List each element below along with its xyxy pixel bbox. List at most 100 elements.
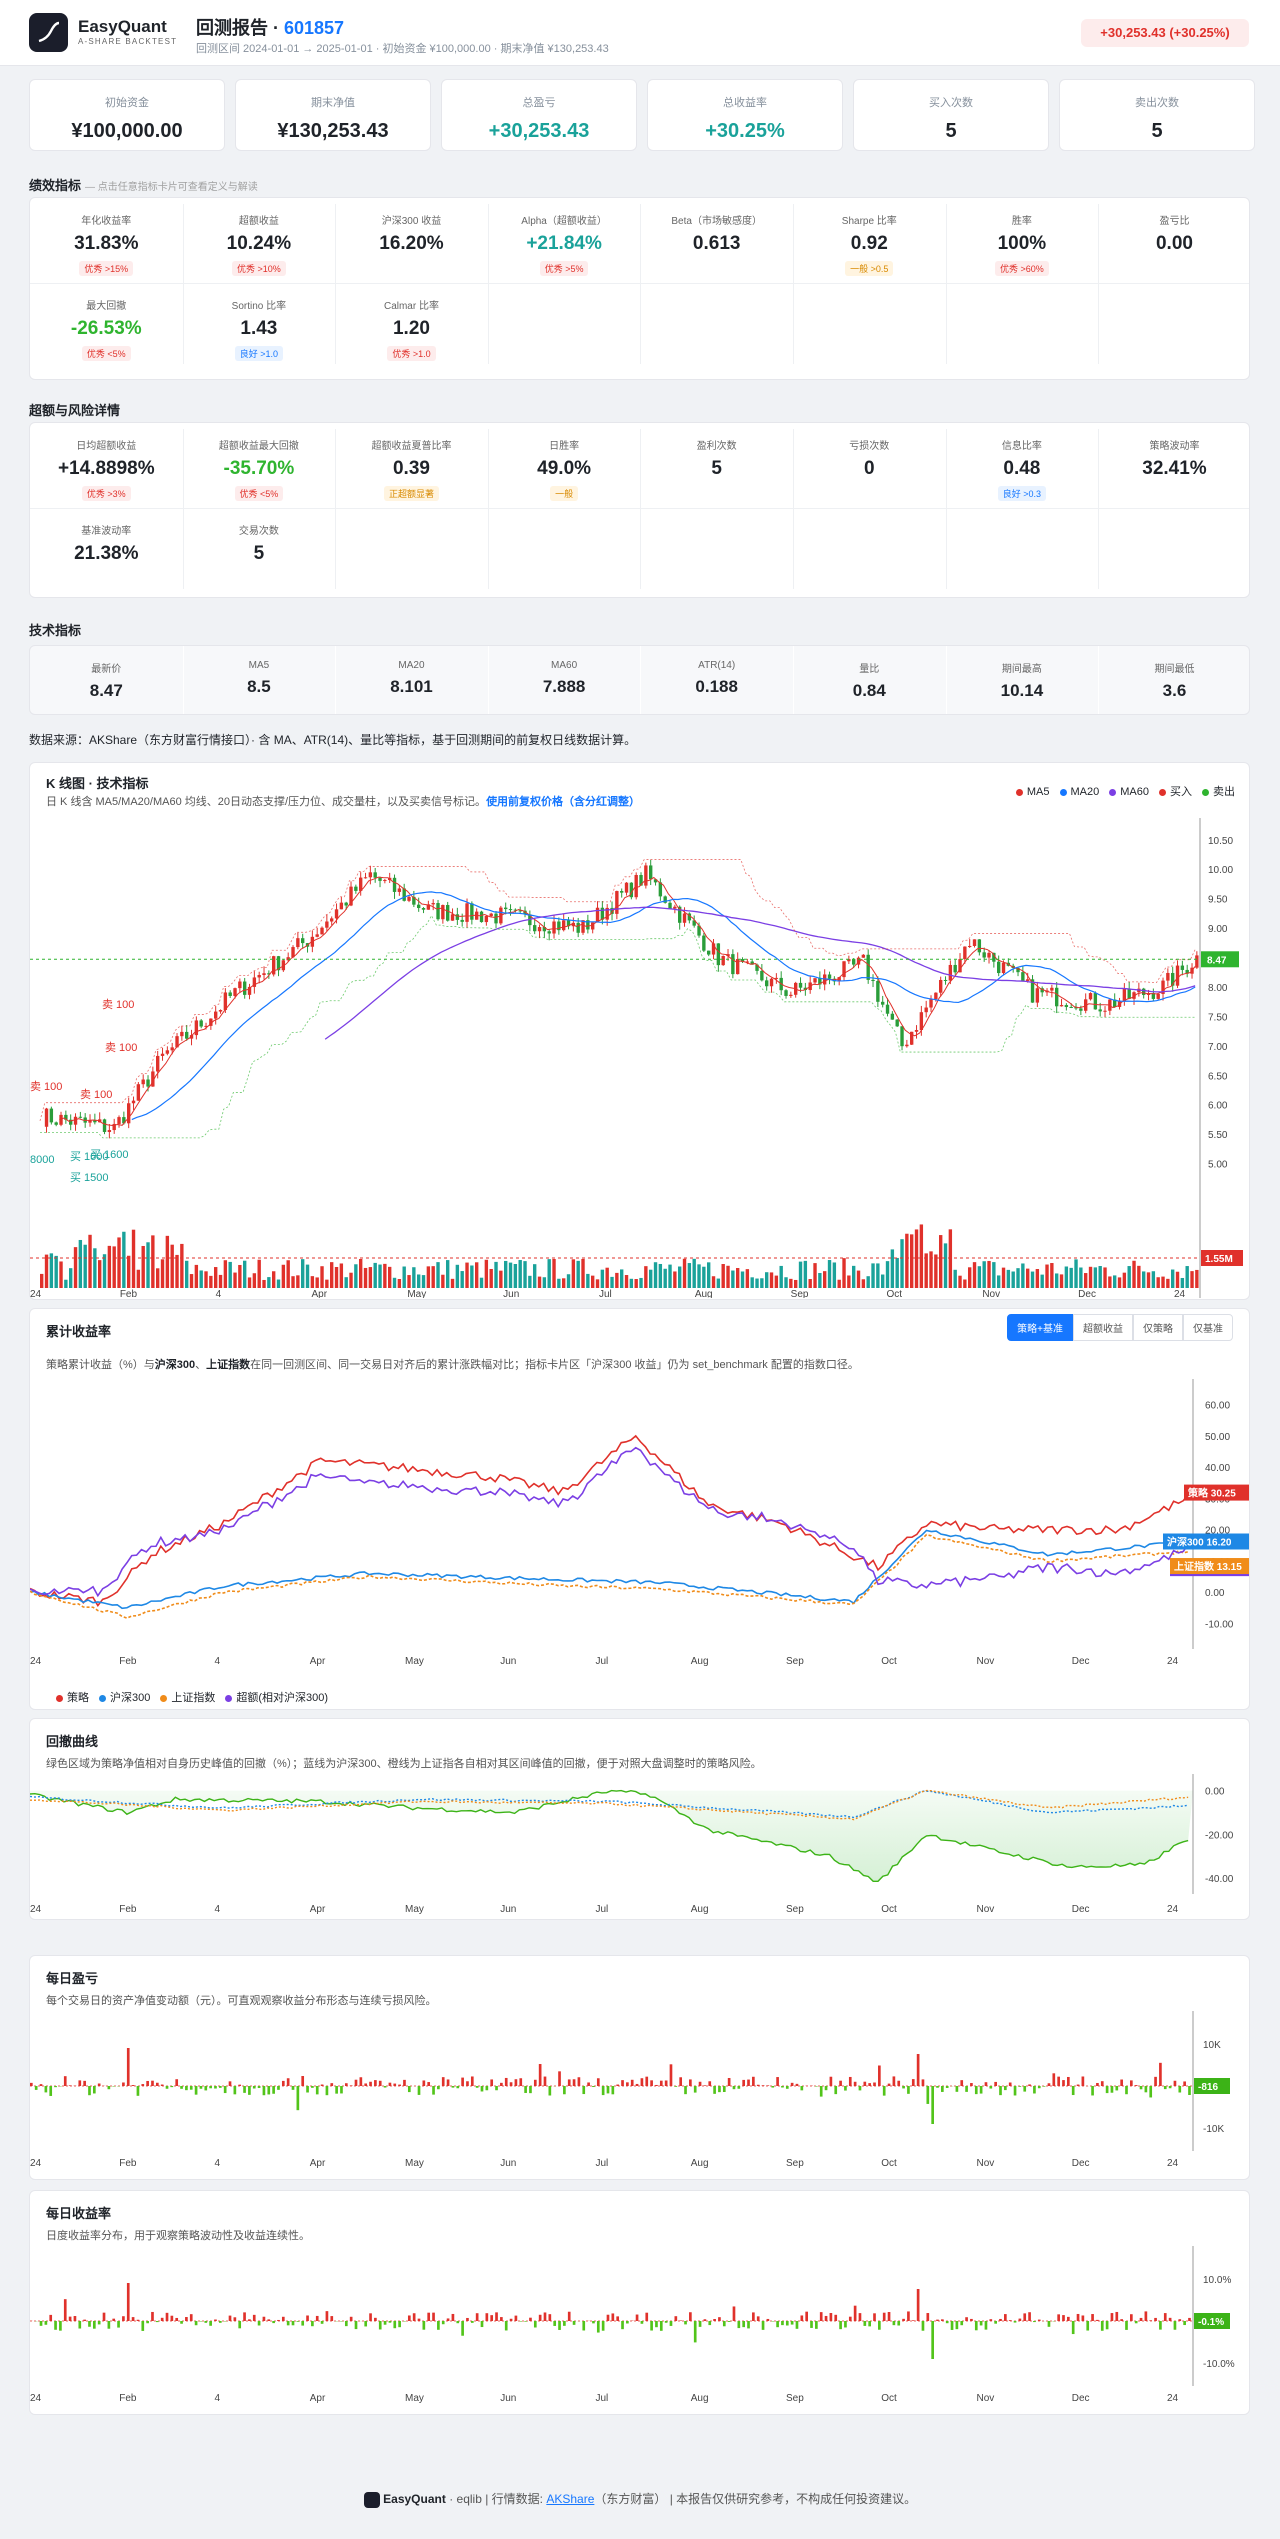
- metric-cell[interactable]: 沪深300 收益 16.20%: [335, 198, 488, 283]
- volume-bar: [325, 1279, 329, 1288]
- view-button-2[interactable]: 仅策略: [1133, 1314, 1183, 1341]
- adjusted-price-link[interactable]: 使用前复权价格（含分红调整）: [486, 796, 641, 808]
- daily-bar: [776, 2321, 779, 2328]
- daily-bar: [897, 2321, 901, 2326]
- metric-cell[interactable]: 基准波动率 21.38%: [30, 508, 183, 593]
- metric-cell[interactable]: 盈亏比 0.00: [1098, 198, 1251, 283]
- view-button-3[interactable]: 仅基准: [1183, 1314, 1233, 1341]
- metric-cell[interactable]: 超额收益夏普比率 0.39 正超额显著: [335, 423, 488, 508]
- metric-cell[interactable]: 日胜率 49.0% 一般: [488, 423, 641, 508]
- tech-label: MA20: [398, 660, 425, 671]
- legend-item[interactable]: 上证指数: [160, 1692, 215, 1704]
- volume-bar: [721, 1264, 725, 1288]
- daily-bar: [44, 2086, 48, 2093]
- daily-bar: [291, 2321, 295, 2326]
- metric-cell[interactable]: Calmar 比率 1.20 优秀 >1.0: [335, 283, 488, 368]
- metric-cell[interactable]: 最大回撤 -26.53% 优秀 <5%: [30, 283, 183, 368]
- y-tick-label: 50.00: [1205, 1432, 1230, 1443]
- legend-item[interactable]: MA60: [1109, 786, 1149, 798]
- candle-body: [160, 1053, 165, 1056]
- view-button-0[interactable]: 策略+基准: [1007, 1314, 1073, 1341]
- daily-bar: [1071, 2086, 1075, 2096]
- candle-body: [687, 913, 692, 921]
- akshare-link[interactable]: AKShare: [546, 2492, 595, 2506]
- legend-item[interactable]: 策略: [56, 1692, 89, 1704]
- daily-bar: [848, 2316, 852, 2321]
- metric-cell[interactable]: Sortino 比率 1.43 良好 >1.0: [183, 283, 336, 368]
- volume-bar: [929, 1251, 933, 1288]
- volume-bar: [736, 1268, 740, 1288]
- candle-body: [363, 877, 368, 879]
- footer-logo-icon: [363, 2491, 380, 2508]
- daily-bar: [718, 2086, 721, 2093]
- legend-item[interactable]: 超额(相对沪深300): [225, 1692, 328, 1704]
- x-tick-label: Aug: [691, 1904, 709, 1915]
- metric-cell[interactable]: Sharpe 比率 0.92 一般 >0.5: [793, 198, 946, 283]
- candle-body: [450, 914, 455, 921]
- daily-bar: [1120, 2319, 1123, 2321]
- metric-cell[interactable]: 亏损次数 0: [793, 423, 946, 508]
- daily-bar: [727, 2078, 731, 2086]
- daily-bar: [281, 2316, 285, 2321]
- legend-item[interactable]: 卖出: [1202, 786, 1235, 798]
- candle-body: [658, 882, 663, 897]
- volume-bar: [175, 1254, 179, 1288]
- daily-bar: [68, 2316, 72, 2321]
- daily-bar: [122, 2082, 125, 2086]
- legend-item[interactable]: MA5: [1015, 786, 1050, 798]
- divider: [793, 429, 794, 589]
- daily-bar: [1100, 2321, 1104, 2331]
- daily-bar: [1042, 2086, 1046, 2087]
- volume-bar: [180, 1243, 184, 1288]
- metric-cell[interactable]: 交易次数 5: [183, 508, 336, 593]
- metric-cell[interactable]: 超额收益 10.24% 优秀 >10%: [183, 198, 336, 283]
- daily-bar: [722, 2086, 726, 2092]
- divider: [182, 204, 184, 364]
- metric-cell[interactable]: Alpha（超额收益） +21.84% 优秀 >5%: [488, 198, 641, 283]
- metric-cell[interactable]: 盈利次数 5: [640, 423, 793, 508]
- divider: [1098, 429, 1100, 589]
- view-button-1[interactable]: 超额收益: [1073, 1314, 1133, 1341]
- metric-value: +21.84%: [526, 233, 602, 254]
- daily-bar: [785, 2321, 789, 2326]
- legend-item[interactable]: 沪深300: [99, 1692, 150, 1704]
- metric-cell[interactable]: 策略波动率 32.41%: [1098, 423, 1251, 508]
- daily-bar: [238, 2084, 242, 2086]
- daily-bar: [257, 2321, 261, 2326]
- daily-bar: [194, 2086, 198, 2095]
- legend-item[interactable]: 买入: [1159, 786, 1192, 798]
- metric-cell[interactable]: 超额收益最大回撤 -35.70% 优秀 <5%: [183, 423, 336, 508]
- volume-bar: [504, 1260, 508, 1288]
- daily-bar: [1120, 2079, 1123, 2086]
- metric-cell[interactable]: 年化收益率 31.83% 优秀 >15%: [30, 198, 183, 283]
- daily-bar: [378, 2321, 382, 2330]
- legend-dot-icon: [56, 1694, 63, 1702]
- candle-body: [745, 961, 750, 963]
- volume-bar: [803, 1260, 808, 1288]
- daily-bar: [1008, 2320, 1012, 2321]
- daily-bar: [815, 2321, 818, 2329]
- daily-bar: [446, 2079, 450, 2086]
- metric-cell[interactable]: 信息比率 0.48 良好 >0.3: [946, 423, 1099, 508]
- volume-bar: [1166, 1278, 1170, 1288]
- daily-bar: [800, 2315, 804, 2321]
- candle-body: [905, 1044, 909, 1047]
- volume-bar: [900, 1239, 904, 1288]
- y-tick-label: 9.00: [1208, 924, 1228, 935]
- daily-bar: [407, 2086, 411, 2093]
- candle-body: [557, 921, 561, 931]
- metric-cell[interactable]: Beta（市场敏感度） 0.613: [640, 198, 793, 283]
- summary-label: 总收益率: [723, 97, 767, 109]
- volume-bar: [779, 1265, 783, 1288]
- daily-bar: [306, 2086, 309, 2093]
- candle-body: [576, 922, 580, 933]
- candle-body: [88, 1120, 92, 1123]
- volume-bar: [189, 1274, 194, 1288]
- volume-bar: [421, 1275, 426, 1288]
- metric-cell[interactable]: 胜率 100% 优秀 >60%: [946, 198, 1099, 283]
- metric-tag: 良好 >1.0: [234, 346, 284, 361]
- legend-item[interactable]: MA20: [1059, 786, 1099, 798]
- metric-cell[interactable]: 日均超额收益 +14.8898% 优秀 >3%: [30, 423, 183, 508]
- tech-cell: ATR(14) 0.188: [640, 646, 793, 716]
- series-end-label: 沪深300 16.20: [1167, 1536, 1232, 1549]
